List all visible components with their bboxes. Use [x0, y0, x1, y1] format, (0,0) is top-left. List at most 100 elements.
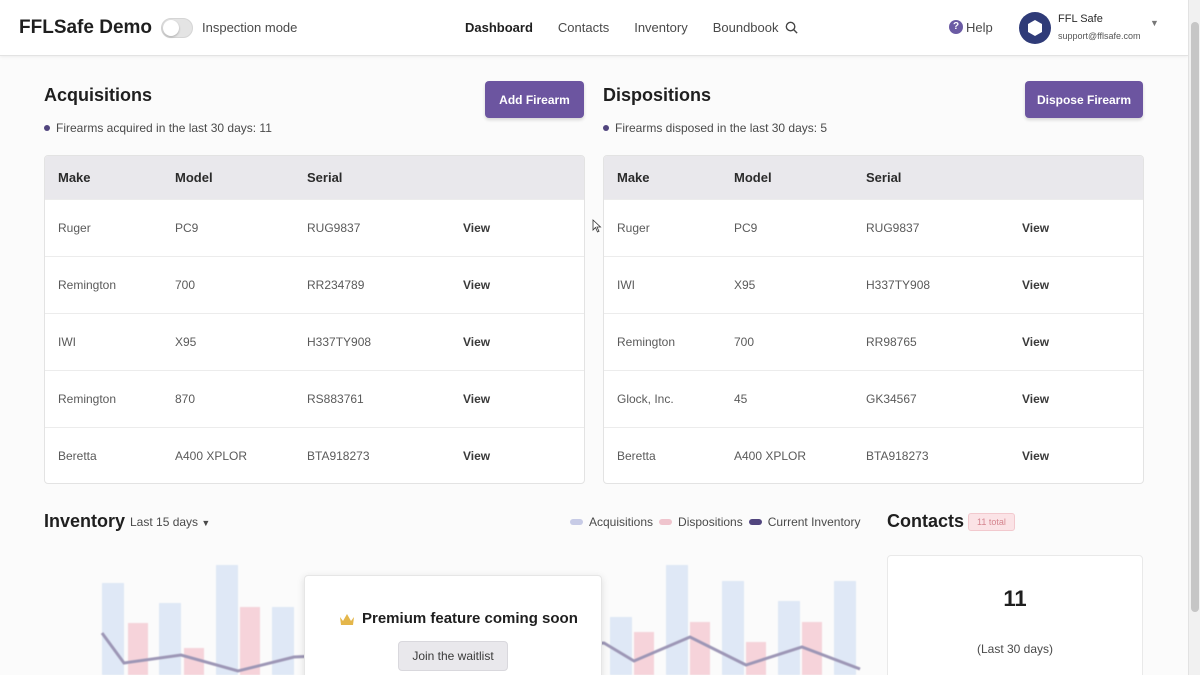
dispositions-title: Dispositions: [603, 85, 712, 105]
table-row: Ruger PC9 RUG9837 View: [604, 199, 1143, 256]
cell-serial: RR98765: [866, 335, 917, 349]
legend-current-inventory[interactable]: Current Inventory: [748, 515, 861, 529]
column-header-make[interactable]: Make: [617, 170, 650, 185]
cell-serial: GK34567: [866, 392, 917, 406]
chart-legend: Acquisitions Dispositions Current Invent…: [570, 515, 866, 529]
contacts-title: Contacts: [887, 511, 965, 531]
view-link[interactable]: View: [463, 392, 491, 406]
column-header-make[interactable]: Make: [58, 170, 91, 185]
toggle-knob: [163, 20, 179, 36]
view-link[interactable]: View: [463, 449, 491, 463]
view-link[interactable]: View: [1022, 278, 1050, 292]
cell-make: IWI: [58, 335, 76, 349]
cell-make: Remington: [617, 335, 676, 349]
crown-icon: [340, 614, 354, 625]
user-email: support@fflsafe.com: [1058, 31, 1141, 41]
avatar[interactable]: [1019, 12, 1051, 44]
view-link[interactable]: View: [1022, 221, 1050, 235]
bullet-dot-icon: [44, 124, 50, 131]
dispositions-subtitle: Firearms disposed in the last 30 days: 5: [603, 121, 827, 135]
legend-acquisitions[interactable]: Acquisitions: [570, 515, 653, 529]
legend-swatch: [570, 519, 583, 525]
add-firearm-button[interactable]: Add Firearm: [485, 81, 584, 118]
cell-model: A400 XPLOR: [734, 449, 807, 463]
cell-model: X95: [734, 278, 756, 292]
legend-swatch: [748, 519, 762, 525]
legend-label: Current Inventory: [767, 515, 861, 529]
table-row: Remington 870 RS883761 View: [45, 370, 584, 427]
cell-make: Beretta: [617, 449, 656, 463]
column-header-serial[interactable]: Serial: [866, 170, 902, 185]
cell-model: PC9: [175, 221, 199, 235]
inspection-mode-toggle[interactable]: [161, 18, 193, 38]
table-row: Beretta A400 XPLOR BTA918273 View: [604, 427, 1143, 483]
cell-model: 45: [734, 392, 748, 406]
table-row: IWI X95 H337TY908 View: [604, 256, 1143, 313]
nav-contacts[interactable]: Contacts: [557, 20, 610, 35]
cell-model: 700: [175, 278, 196, 292]
dispositions-subtitle-text: Firearms disposed in the last 30 days: 5: [615, 121, 828, 135]
cell-make: Remington: [58, 278, 117, 292]
table-row: Remington 700 RR98765 View: [604, 313, 1143, 370]
premium-feature-text: Premium feature coming soon: [362, 610, 578, 627]
legend-label: Dispositions: [678, 515, 743, 529]
legend-dispositions[interactable]: Dispositions: [659, 515, 743, 529]
date-range-label: Last 15 days: [130, 515, 199, 529]
cell-serial: RUG9837: [866, 221, 920, 235]
contacts-period: (Last 30 days): [976, 642, 1054, 656]
page-scrollbar[interactable]: [1188, 0, 1200, 675]
cell-make: Remington: [58, 392, 117, 406]
scrollbar-thumb[interactable]: [1191, 22, 1199, 612]
cell-make: Beretta: [58, 449, 97, 463]
view-link[interactable]: View: [1022, 449, 1050, 463]
cell-model: PC9: [734, 221, 758, 235]
mouse-cursor-icon: [592, 219, 602, 233]
cell-make: Ruger: [58, 221, 91, 235]
bullet-dot-icon: [603, 124, 609, 131]
table-row: Remington 700 RR234789 View: [45, 256, 584, 313]
contacts-card[interactable]: 11 (Last 30 days): [887, 555, 1143, 675]
table-row: Ruger PC9 RUG9837 View: [45, 199, 584, 256]
acquisitions-subtitle: Firearms acquired in the last 30 days: 1…: [44, 121, 272, 135]
cell-serial: RUG9837: [307, 221, 361, 235]
search-icon[interactable]: [784, 20, 799, 35]
view-link[interactable]: View: [463, 278, 491, 292]
acquisitions-subtitle-text: Firearms acquired in the last 30 days: 1…: [56, 121, 272, 135]
view-link[interactable]: View: [463, 221, 491, 235]
help-icon[interactable]: ?: [949, 20, 963, 34]
help-link[interactable]: Help: [966, 20, 993, 35]
cell-serial: H337TY908: [866, 278, 931, 292]
nav-boundbook[interactable]: Boundbook: [712, 20, 779, 35]
caret-down-icon: ▼: [201, 518, 211, 528]
column-header-model[interactable]: Model: [734, 170, 772, 185]
dispose-firearm-button[interactable]: Dispose Firearm: [1025, 81, 1143, 118]
cell-model: 870: [175, 392, 196, 406]
nav-inventory[interactable]: Inventory: [634, 20, 688, 35]
legend-label: Acquisitions: [589, 515, 654, 529]
contacts-count: 11: [1003, 586, 1027, 611]
column-header-model[interactable]: Model: [175, 170, 213, 185]
cell-serial: RS883761: [307, 392, 364, 406]
table-header: Make Model Serial: [45, 156, 584, 199]
premium-feature-card: Premium feature coming soon Join the wai…: [304, 575, 602, 675]
main-nav: Dashboard Contacts Inventory Boundbook: [465, 20, 803, 35]
acquisitions-table: Make Model Serial Ruger PC9 RUG9837 View Re…: [44, 155, 585, 484]
brand-logo-text[interactable]: FFLSafe Demo: [19, 17, 153, 38]
join-waitlist-button[interactable]: Join the waitlist: [398, 641, 508, 671]
table-row: Beretta A400 XPLOR BTA918273 View: [45, 427, 584, 483]
cell-serial: H337TY908: [307, 335, 372, 349]
chevron-down-icon[interactable]: ▼: [1150, 18, 1159, 28]
table-row: IWI X95 H337TY908 View: [45, 313, 584, 370]
dispositions-table: Make Model Serial Ruger PC9 RUG9837 View IW…: [603, 155, 1144, 484]
cell-serial: BTA918273: [866, 449, 929, 463]
cell-model: X95: [175, 335, 197, 349]
nav-dashboard[interactable]: Dashboard: [465, 20, 533, 35]
date-range-dropdown[interactable]: Last 15 days ▼: [130, 515, 210, 529]
cell-model: 700: [734, 335, 755, 349]
inspection-mode-label: Inspection mode: [202, 20, 298, 35]
column-header-serial[interactable]: Serial: [307, 170, 343, 185]
view-link[interactable]: View: [463, 335, 491, 349]
view-link[interactable]: View: [1022, 392, 1050, 406]
view-link[interactable]: View: [1022, 335, 1050, 349]
acquisitions-title: Acquisitions: [44, 85, 153, 105]
